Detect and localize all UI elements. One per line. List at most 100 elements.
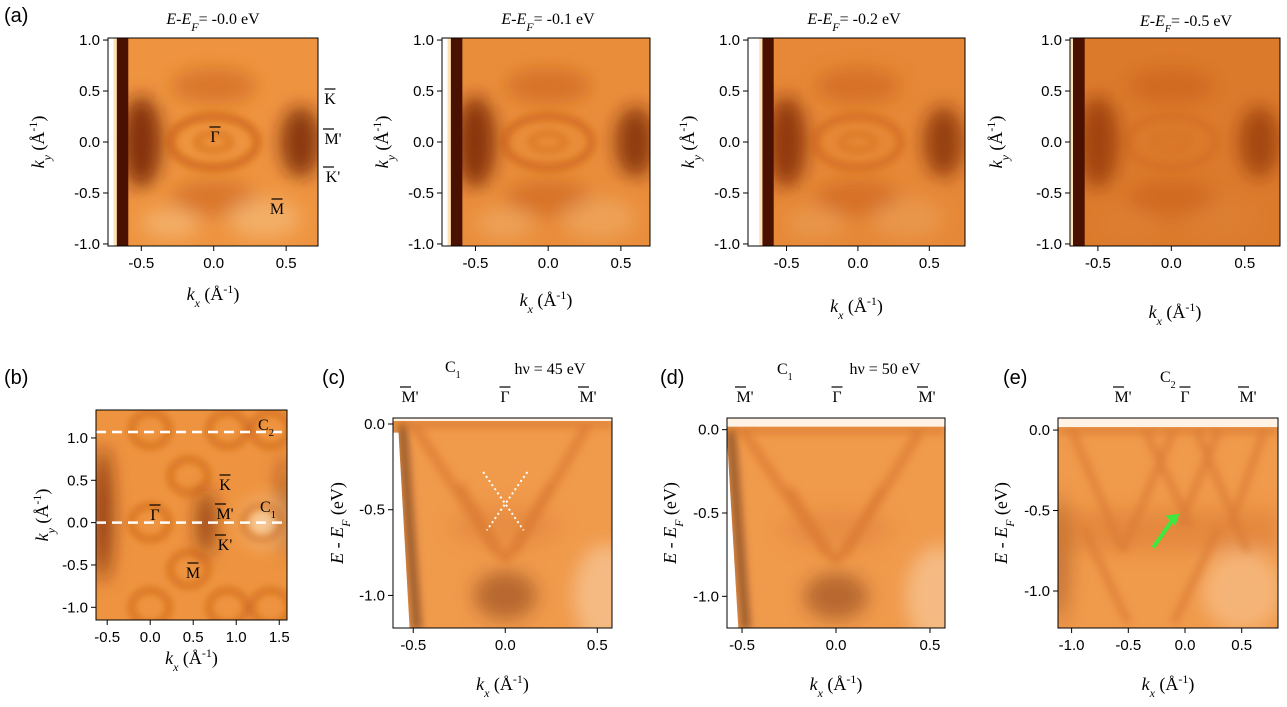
y-tick-label: 0.0 (67, 515, 88, 532)
text-piece: (Å (1155, 674, 1179, 695)
text-piece: - (817, 11, 822, 28)
text-piece: (eV) (991, 482, 1012, 519)
plot-frame (95, 409, 288, 621)
heatmap-lines (1123, 113, 1219, 171)
panel-label: (c) (322, 367, 345, 389)
x-tick-label: -1.0 (1059, 637, 1085, 654)
symmetry-point: K (324, 91, 336, 108)
text-piece: k (372, 159, 392, 168)
text-piece: 1 (271, 509, 277, 521)
panel-label: (e) (1003, 367, 1027, 389)
text-piece: ) (212, 648, 218, 669)
text-piece: 1 (456, 370, 461, 381)
text-piece: E (1139, 13, 1150, 30)
y-tick-label: -0.5 (1024, 503, 1050, 520)
symmetry-point: K' (326, 169, 341, 186)
text-piece: (Å (823, 674, 847, 695)
intensity-blob (170, 67, 258, 105)
text-piece: x (172, 660, 179, 674)
x-tick-label: 0.5 (919, 255, 940, 272)
chart-title: E-EF= -0.0 eV (165, 11, 260, 34)
panel-label: (d) (660, 367, 684, 389)
cut-label: C1 (260, 499, 276, 521)
edge-blank (748, 38, 760, 246)
y-tick-label: -0.5 (359, 502, 385, 519)
intensity-overlay (442, 38, 650, 246)
y-tick-label: 1.0 (67, 430, 88, 447)
text-piece: (Å (32, 505, 53, 529)
y-tick-label: 1.0 (719, 32, 740, 49)
intensity-ring (249, 410, 287, 449)
text-piece: C (777, 361, 788, 378)
text-piece: y (998, 154, 1012, 161)
edge-blank (442, 38, 448, 246)
intensity-blob (228, 198, 301, 239)
y-tick-label: -1.0 (1024, 583, 1050, 600)
text-piece: ) (856, 674, 862, 695)
intensity-ring (838, 131, 878, 153)
heatmap-features (455, 67, 650, 239)
edge-blank (108, 38, 114, 246)
text-piece: x (817, 686, 824, 700)
x-tick-label: 0.0 (140, 629, 161, 646)
x-tick-label: 1.0 (226, 629, 247, 646)
arrow (1151, 517, 1175, 549)
x-tick-label: 0.0 (495, 637, 516, 654)
x-tick-label: 0.5 (920, 637, 941, 654)
text-piece: k (986, 159, 1006, 168)
intensity-ring (167, 456, 211, 496)
symmetry-point: Γ (1180, 389, 1189, 406)
intensity-blob (562, 198, 636, 239)
text-piece: x (837, 308, 844, 322)
y-tick-label: -1.0 (74, 236, 100, 253)
x-tick-label: 0.0 (826, 637, 847, 654)
y-axis-label: ky (Å-1) (370, 116, 398, 169)
y-tick-label: -0.5 (693, 505, 719, 522)
y-tick-label: 0.5 (79, 83, 100, 100)
y-tick-label: 0.0 (364, 416, 385, 433)
text-piece: = -0.5 eV (1171, 13, 1232, 30)
y-tick-label: 0.0 (1041, 134, 1062, 151)
text-piece: (Å (28, 132, 49, 156)
text-piece: (Å (1162, 302, 1186, 323)
intensity-overlay (1070, 38, 1280, 246)
text-piece: ) (233, 284, 239, 305)
intensity-ring (501, 113, 596, 171)
text-piece: k (165, 648, 174, 668)
x-axis-label: kx (Å-1) (476, 672, 529, 700)
edge-bright (113, 38, 117, 246)
panel-label: (a) (4, 5, 28, 27)
x-axis-label: kx (Å-1) (165, 646, 218, 674)
text-piece: -1 (867, 294, 877, 308)
text-piece: y (44, 527, 58, 534)
text-piece: -1 (223, 282, 233, 296)
intensity-ring (166, 113, 261, 171)
edge-bright (447, 38, 451, 246)
symmetry-point: Γ (210, 129, 219, 146)
x-tick-label: -0.5 (400, 637, 426, 654)
symmetry-point: M' (401, 389, 418, 406)
y-tick-label: 0.0 (698, 422, 719, 439)
heatmap-features (121, 67, 318, 239)
intensity-blob (786, 208, 844, 239)
x-tick-label: -0.5 (463, 255, 489, 272)
x-tick-label: 0.0 (1161, 255, 1182, 272)
y-axis-label: ky (Å-1) (30, 489, 58, 542)
y-tick-label: -1.0 (1036, 236, 1062, 253)
heatmap (1070, 38, 1280, 246)
guide (482, 471, 525, 531)
symmetry-point: M' (918, 389, 935, 406)
text-piece: k (810, 674, 819, 694)
x-tick-label: 0.0 (538, 255, 559, 272)
text-piece: (eV) (327, 482, 348, 519)
x-tick-label: 0.5 (183, 629, 204, 646)
x-axis-label: kx (Å-1) (187, 282, 240, 310)
intensity-blob (1127, 67, 1216, 105)
y-tick-label: -0.5 (62, 557, 88, 574)
text-piece: C (260, 499, 271, 516)
text-piece: = -0.1 eV (534, 11, 595, 28)
text-piece: = -0.2 eV (840, 11, 901, 28)
text-piece: -1 (984, 122, 998, 132)
text-piece: ) (877, 296, 883, 317)
y-tick-label: -1.0 (359, 587, 385, 604)
